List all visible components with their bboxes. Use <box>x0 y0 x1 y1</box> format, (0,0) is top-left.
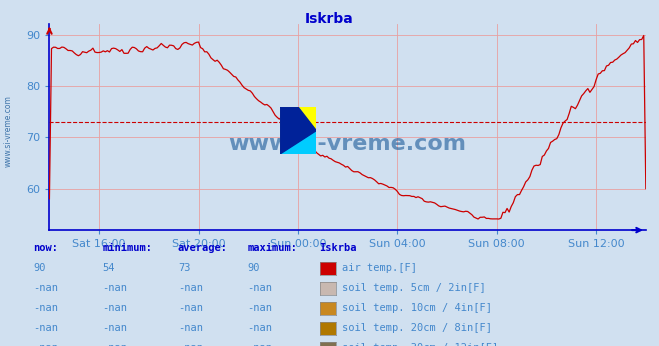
Text: -nan: -nan <box>102 283 127 293</box>
Text: 73: 73 <box>178 263 190 273</box>
Text: Iskrba: Iskrba <box>305 12 354 26</box>
Text: -nan: -nan <box>33 343 58 346</box>
Text: maximum:: maximum: <box>247 243 297 253</box>
Text: average:: average: <box>178 243 228 253</box>
Text: Iskrba: Iskrba <box>320 243 357 253</box>
Polygon shape <box>280 130 316 154</box>
Text: -nan: -nan <box>33 323 58 333</box>
Text: 90: 90 <box>247 263 260 273</box>
Text: www.si-vreme.com: www.si-vreme.com <box>3 95 13 167</box>
Text: -nan: -nan <box>178 283 203 293</box>
Text: now:: now: <box>33 243 58 253</box>
Text: soil temp. 10cm / 4in[F]: soil temp. 10cm / 4in[F] <box>342 303 492 313</box>
Text: -nan: -nan <box>247 283 272 293</box>
Text: -nan: -nan <box>178 343 203 346</box>
Text: -nan: -nan <box>247 303 272 313</box>
Text: -nan: -nan <box>247 343 272 346</box>
Text: air temp.[F]: air temp.[F] <box>342 263 417 273</box>
Text: -nan: -nan <box>102 343 127 346</box>
Text: -nan: -nan <box>102 323 127 333</box>
Polygon shape <box>280 107 316 154</box>
Text: minimum:: minimum: <box>102 243 152 253</box>
Text: -nan: -nan <box>33 303 58 313</box>
Text: 54: 54 <box>102 263 115 273</box>
Text: soil temp. 20cm / 8in[F]: soil temp. 20cm / 8in[F] <box>342 323 492 333</box>
Text: -nan: -nan <box>247 323 272 333</box>
Polygon shape <box>280 107 298 154</box>
Text: soil temp. 30cm / 12in[F]: soil temp. 30cm / 12in[F] <box>342 343 498 346</box>
Text: -nan: -nan <box>178 323 203 333</box>
Text: www.si-vreme.com: www.si-vreme.com <box>229 134 467 154</box>
Text: -nan: -nan <box>33 283 58 293</box>
Text: -nan: -nan <box>102 303 127 313</box>
Text: -nan: -nan <box>178 303 203 313</box>
Polygon shape <box>280 107 316 154</box>
Text: soil temp. 5cm / 2in[F]: soil temp. 5cm / 2in[F] <box>342 283 486 293</box>
Text: 90: 90 <box>33 263 45 273</box>
